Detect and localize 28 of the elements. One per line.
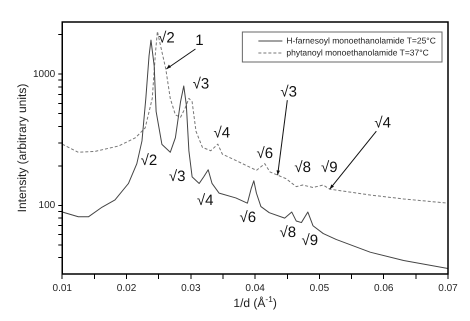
legend-label: phytanoyl monoethanolamide T=37°C [286, 47, 429, 58]
annotation: √4 [214, 124, 230, 142]
line-series [62, 30, 448, 204]
y-tick-label: 1000 [32, 68, 56, 80]
annotation: √4 [196, 192, 214, 209]
y-tick-label: 100 [38, 200, 56, 212]
annotation: √6 [256, 144, 274, 162]
x-tick-label: 0.03 [181, 282, 201, 294]
annotation: √6 [240, 208, 256, 226]
annotation: √3 [280, 83, 297, 100]
x-tick-label: 0.04 [245, 282, 266, 294]
annotation: √8 [294, 159, 311, 176]
y-axis-title: Intensity (arbitrary units) [15, 84, 29, 212]
annotation: √3 [168, 168, 186, 186]
x-tick-label: 0.02 [116, 282, 137, 294]
annotation: √9 [320, 159, 338, 176]
annotation: √4 [374, 114, 391, 132]
x-tick-label: 0.05 [310, 282, 330, 294]
x-tick-label: 0.06 [374, 282, 394, 294]
annotation: √3 [192, 76, 210, 93]
x-tick-label: 0.01 [52, 282, 72, 294]
annotation: √2 [158, 30, 175, 47]
x-tick-label: 0.07 [438, 282, 458, 294]
annotation: √8 [279, 224, 296, 242]
legend-label: H-farnesoyl monoethanolamide T=25°C [286, 35, 436, 46]
annotation: 1 [195, 32, 204, 50]
annotation: √2 [140, 152, 158, 170]
annotation: √9 [302, 232, 318, 250]
